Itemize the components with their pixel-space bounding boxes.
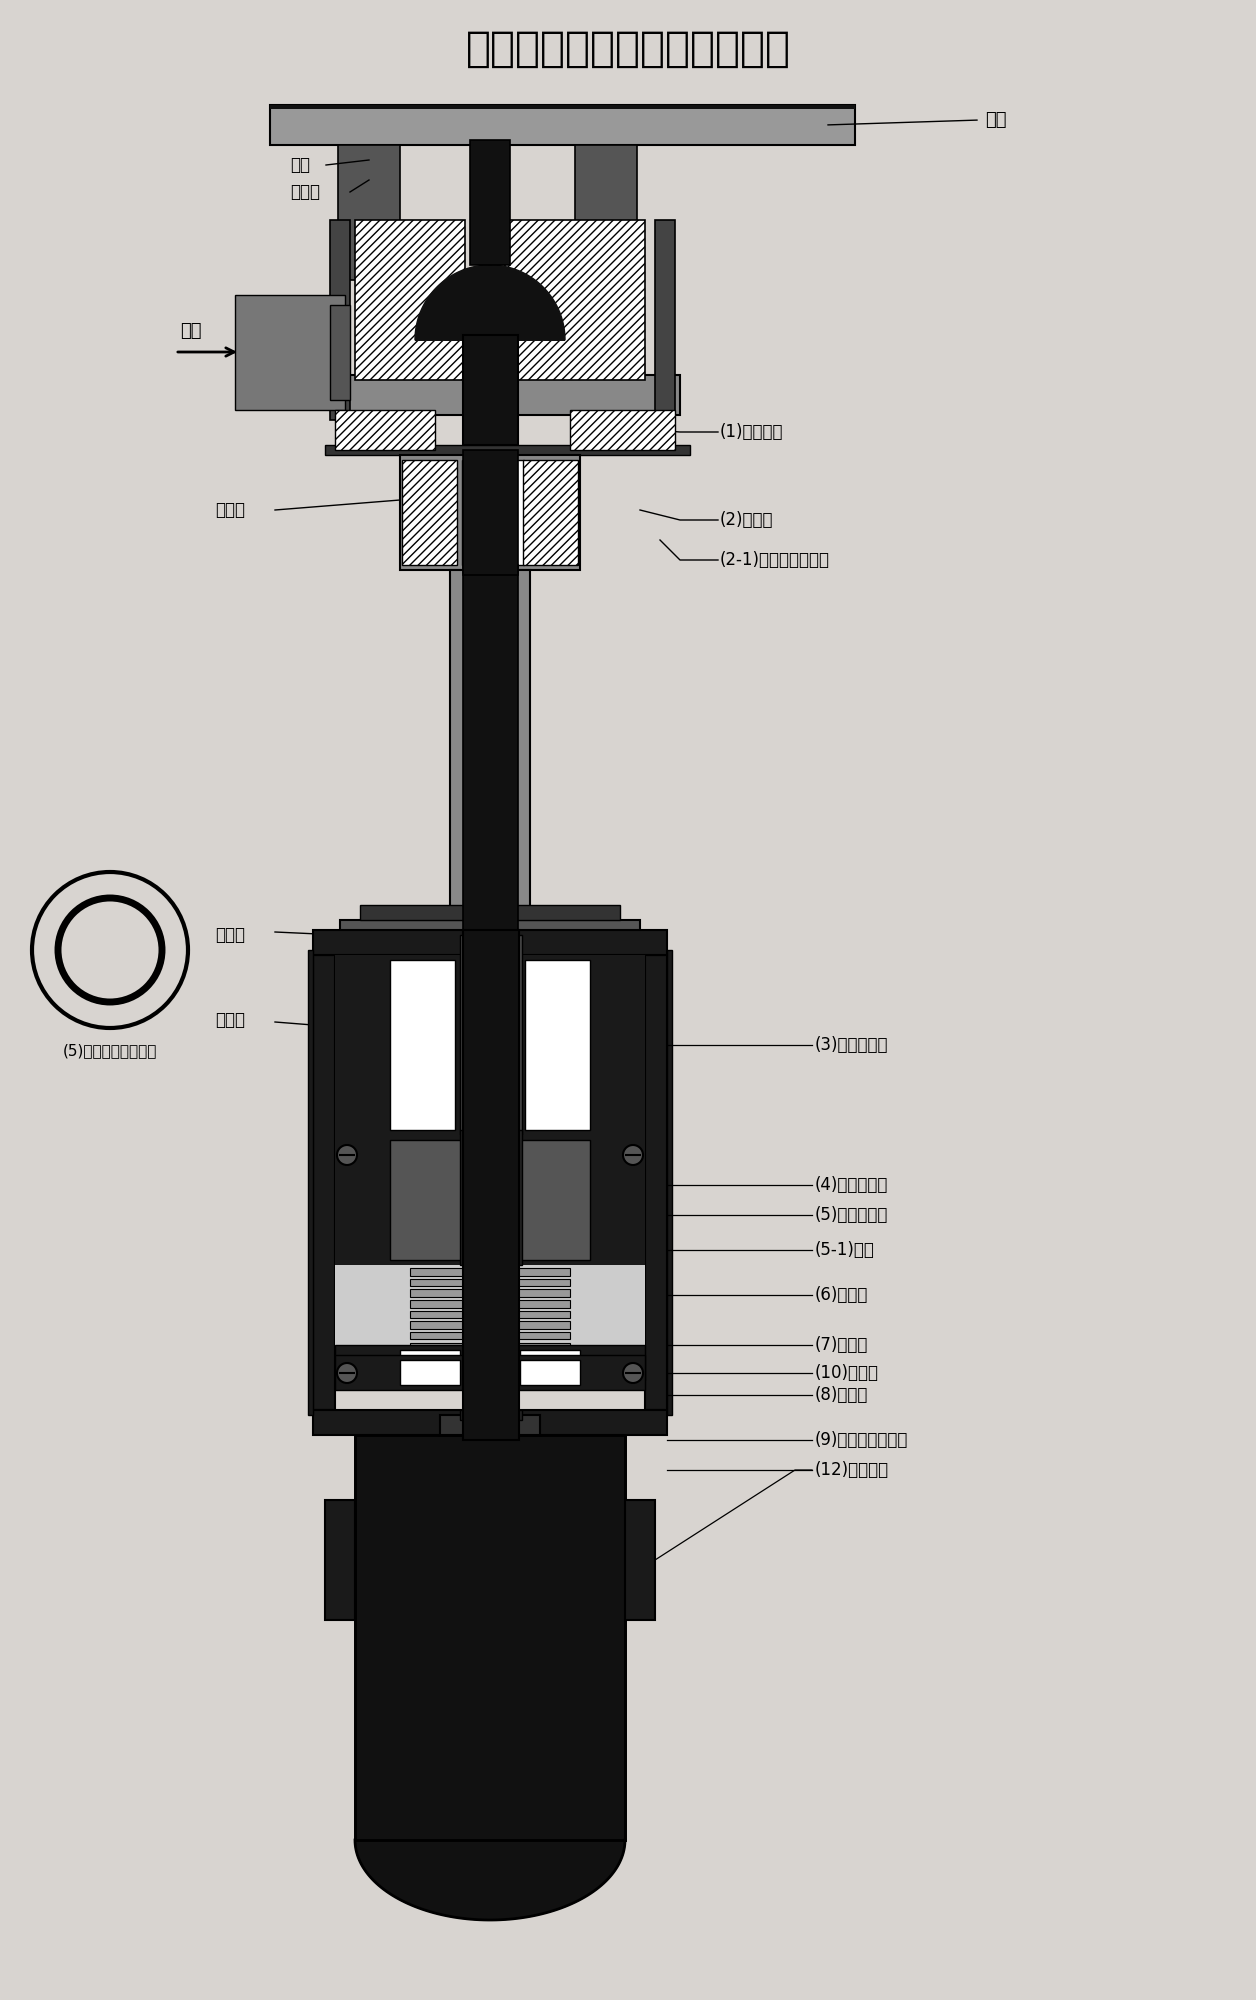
Bar [330, 220, 350, 420]
Text: (3)轴缝封闭缸: (3)轴缝封闭缸 [815, 1036, 888, 1054]
Text: (12)微型电机: (12)微型电机 [815, 1460, 889, 1480]
Bar [402, 460, 457, 564]
Bar [355, 220, 465, 380]
Bar [409, 1290, 570, 1296]
Bar [325, 446, 690, 456]
Bar [270, 104, 855, 108]
Bar [409, 1342, 570, 1350]
Text: (1)阀门主体: (1)阀门主体 [720, 424, 784, 442]
Bar [335, 956, 646, 1136]
Bar [409, 1310, 570, 1318]
Text: 法兰: 法兰 [985, 110, 1006, 128]
Bar [646, 956, 667, 1410]
Bar [235, 294, 345, 410]
Bar [338, 146, 399, 280]
Text: 或焊接: 或焊接 [290, 184, 320, 202]
Bar [335, 410, 435, 450]
Bar [463, 930, 519, 1440]
Text: (7)内轴承: (7)内轴承 [815, 1336, 868, 1354]
Bar [570, 410, 674, 450]
Bar [313, 930, 667, 956]
Text: (8)方螺轴: (8)方螺轴 [815, 1386, 868, 1404]
Bar [409, 1300, 570, 1308]
Bar [340, 920, 641, 950]
Bar [463, 450, 517, 576]
Polygon shape [414, 266, 565, 340]
Bar [313, 1410, 667, 1436]
Text: 全封闭磁力牵引蒸汽电动阀门: 全封闭磁力牵引蒸汽电动阀门 [466, 28, 790, 70]
Bar [463, 564, 517, 960]
Bar [409, 1322, 570, 1328]
Bar [409, 1332, 570, 1340]
Circle shape [337, 1364, 357, 1384]
Text: (5-1)导轨: (5-1)导轨 [815, 1240, 875, 1260]
Bar [399, 456, 580, 570]
Bar [399, 1350, 460, 1376]
Bar [463, 334, 517, 446]
Bar [335, 1356, 646, 1390]
Bar [399, 1360, 460, 1384]
Text: (6)运行缸: (6)运行缸 [815, 1286, 868, 1304]
Bar [325, 1500, 355, 1620]
Bar [391, 1140, 590, 1260]
Bar [440, 1416, 540, 1436]
Text: 或焊接: 或焊接 [215, 1012, 245, 1028]
Bar [335, 376, 679, 416]
Bar [409, 1268, 570, 1276]
Text: 焊接: 焊接 [290, 156, 310, 174]
Bar [625, 1500, 654, 1620]
Bar [308, 950, 313, 1416]
Circle shape [623, 1364, 643, 1384]
Circle shape [623, 1144, 643, 1164]
Bar [355, 1436, 625, 1840]
Bar [460, 936, 522, 1136]
Bar [667, 950, 672, 1416]
Bar [505, 220, 646, 380]
Bar [330, 304, 350, 400]
Bar [409, 1278, 570, 1286]
Text: (2)密封头: (2)密封头 [720, 510, 774, 528]
Text: 或焊接: 或焊接 [215, 926, 245, 944]
Bar [270, 104, 855, 146]
Bar [391, 960, 455, 1130]
Bar [462, 460, 524, 564]
Text: (5)磁铁外套环: (5)磁铁外套环 [815, 1206, 888, 1224]
Bar [313, 956, 335, 1410]
Bar [460, 1130, 522, 1266]
Bar [460, 1410, 522, 1420]
Bar [335, 1266, 646, 1350]
Text: (10)外轴承: (10)外轴承 [815, 1364, 879, 1382]
Polygon shape [355, 1840, 625, 1920]
Bar [335, 1344, 646, 1380]
Bar [470, 140, 510, 264]
Text: (4)磁铁内芯子: (4)磁铁内芯子 [815, 1176, 888, 1194]
Bar [520, 1350, 580, 1376]
Bar [525, 960, 590, 1130]
Text: (5)磁铁外套环俯视图: (5)磁铁外套环俯视图 [63, 1044, 157, 1058]
Bar [654, 220, 674, 420]
Text: (2-1)轴缝封闭缸导管: (2-1)轴缝封闭缸导管 [720, 550, 830, 568]
Text: 或焊接: 或焊接 [215, 500, 245, 518]
Text: (9)磁力牵引器外罩: (9)磁力牵引器外罩 [815, 1432, 908, 1448]
Bar [575, 146, 637, 280]
Circle shape [337, 1144, 357, 1164]
Bar [520, 1360, 580, 1384]
Bar [335, 1136, 646, 1266]
Bar [360, 904, 620, 920]
Bar [450, 570, 530, 950]
Text: 进口: 进口 [180, 322, 201, 340]
Bar [522, 460, 578, 564]
